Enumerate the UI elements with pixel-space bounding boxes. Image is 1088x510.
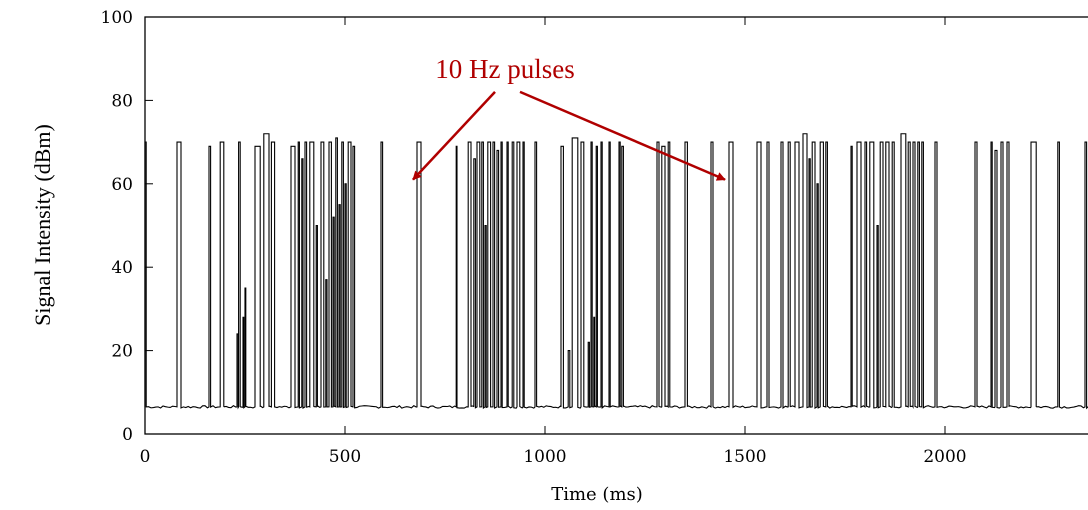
plot-frame xyxy=(144,16,1088,435)
axis-ticks: 0 500 1000 1500 2000 0 20 40 60 80 100 xyxy=(101,8,967,467)
y-tick-label: 0 xyxy=(122,425,133,445)
x-tick-label: 500 xyxy=(329,447,361,467)
x-tick-label: 1500 xyxy=(723,447,766,467)
signal-series xyxy=(144,133,1088,410)
annotation-arrow xyxy=(412,91,496,181)
x-axis-title: Time (ms) xyxy=(551,484,643,505)
x-tick-label: 1000 xyxy=(523,447,566,467)
y-tick-label: 60 xyxy=(111,175,133,195)
y-tick-label: 80 xyxy=(111,91,133,111)
x-tick-label: 0 xyxy=(140,447,151,467)
y-tick-label: 100 xyxy=(101,8,133,28)
signal-line xyxy=(144,133,1088,410)
y-tick-label: 40 xyxy=(111,258,133,278)
x-tick-label: 2000 xyxy=(923,447,966,467)
annotation-label: 10 Hz pulses xyxy=(435,54,574,84)
y-axis-title: Signal Intensity (dBm) xyxy=(30,124,55,326)
annotation-arrow xyxy=(519,90,726,181)
y-tick-label: 20 xyxy=(111,342,133,362)
pulses-annotation: 10 Hz pulses xyxy=(412,54,726,181)
